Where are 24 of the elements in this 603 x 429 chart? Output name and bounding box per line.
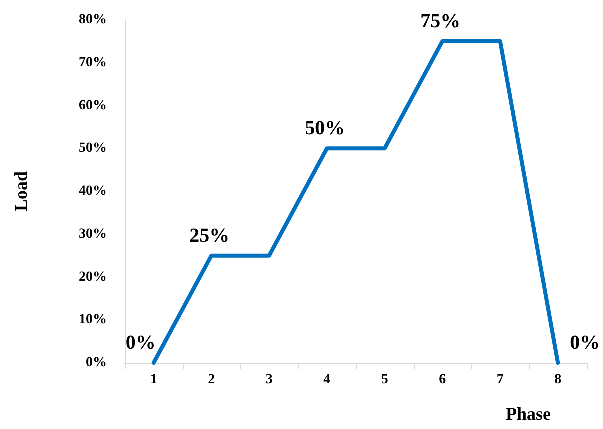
x-tick-label: 8	[554, 372, 562, 388]
x-tick-label: 4	[324, 372, 331, 388]
y-tick-label: 60%	[79, 98, 107, 114]
y-axis-title: Load	[11, 171, 31, 212]
data-label: 0%	[126, 332, 156, 354]
y-tick-label: 50%	[79, 141, 107, 156]
x-tick-label: 5	[381, 372, 388, 388]
x-axis-title: Phase	[506, 404, 552, 424]
data-label: 50%	[305, 118, 346, 140]
x-tick-label: 3	[266, 372, 273, 388]
y-tick-label: 20%	[79, 270, 107, 285]
y-tick-label: 80%	[79, 12, 107, 28]
y-tick-label: 70%	[79, 55, 107, 70]
y-tick-label: 0%	[86, 356, 107, 370]
y-tick-label: 30%	[79, 226, 107, 242]
y-tick-label: 10%	[79, 312, 107, 328]
data-label: 0%	[570, 332, 600, 354]
y-tick-label: 40%	[79, 184, 107, 199]
x-tick-label: 6	[439, 372, 446, 388]
x-tick-label: 7	[496, 372, 504, 388]
x-tick-label: 1	[150, 372, 158, 388]
data-label: 75%	[420, 10, 461, 32]
data-label: 25%	[190, 224, 230, 247]
x-tick-label: 2	[208, 372, 216, 388]
